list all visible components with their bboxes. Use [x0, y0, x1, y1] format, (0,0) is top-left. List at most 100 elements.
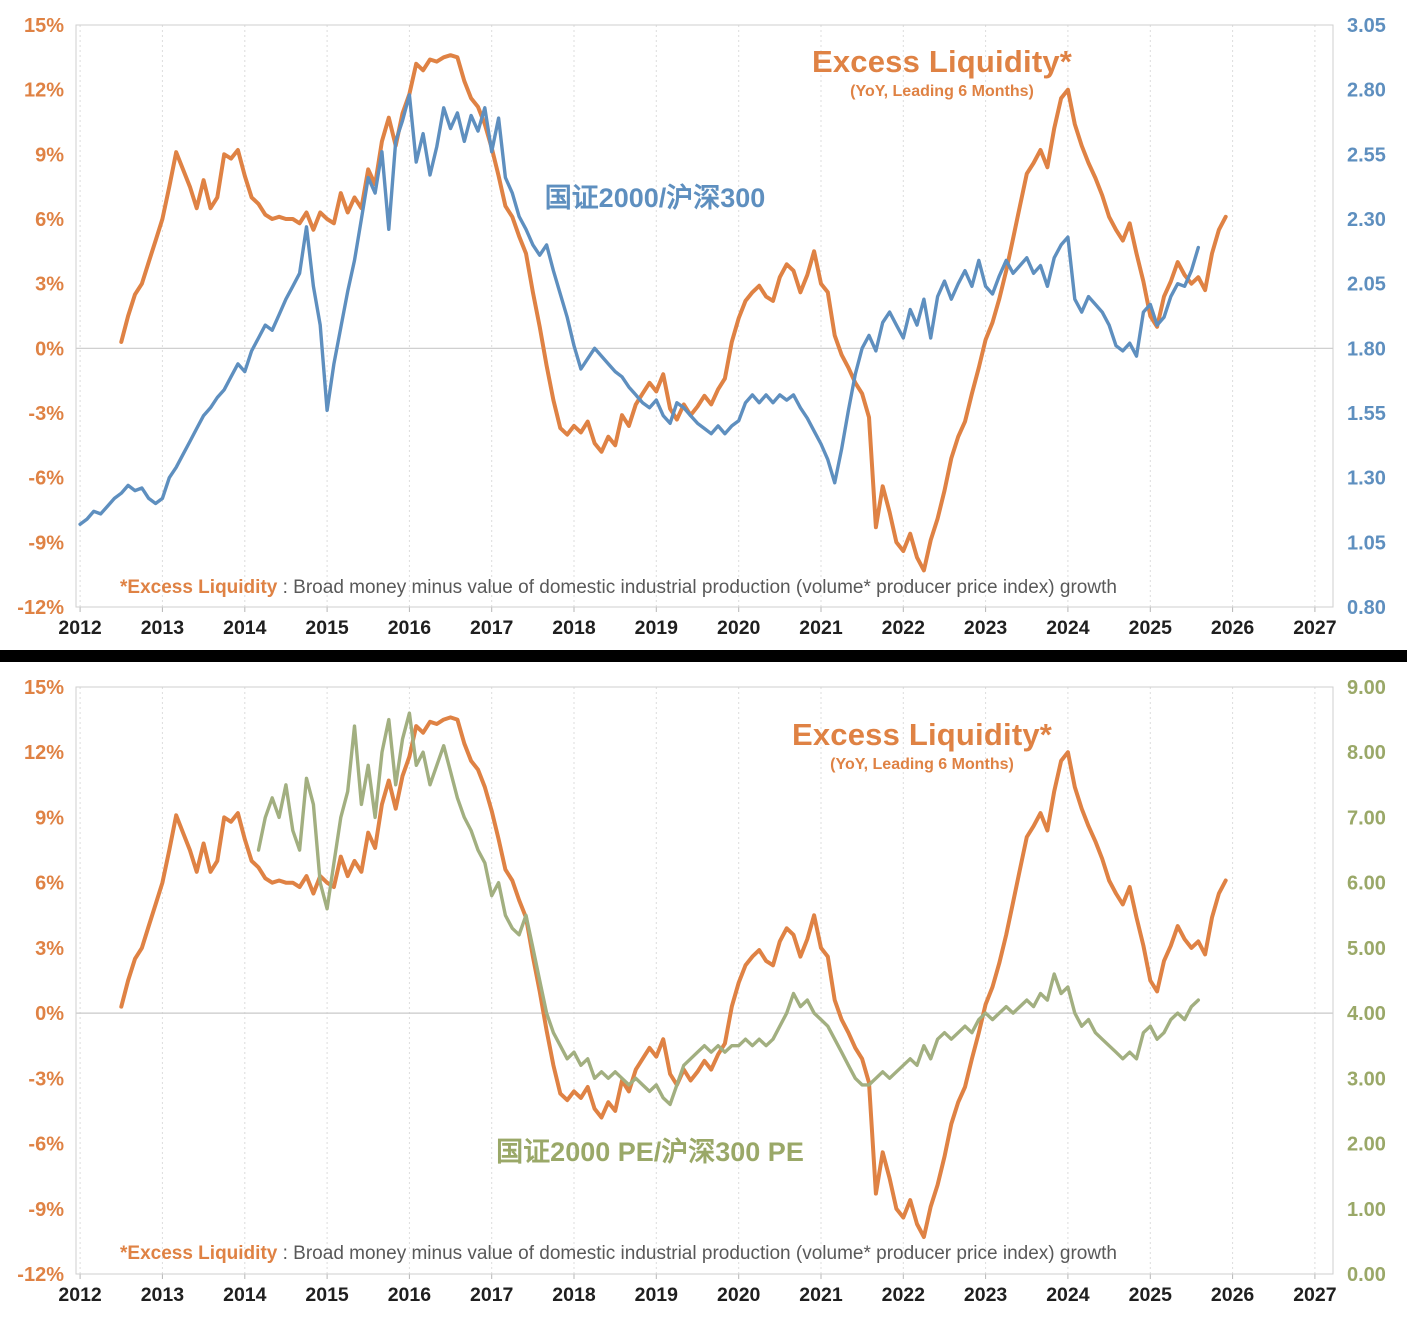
svg-text:2014: 2014: [223, 1284, 267, 1306]
svg-text:1.05: 1.05: [1347, 532, 1386, 554]
svg-text:0%: 0%: [35, 338, 64, 360]
svg-text:2026: 2026: [1211, 1284, 1255, 1306]
svg-text:6.00: 6.00: [1347, 873, 1386, 895]
pe-ratio-series-label: 国证2000 PE/沪深300 PE: [496, 1137, 804, 1167]
svg-text:2018: 2018: [552, 1284, 596, 1306]
svg-text:15%: 15%: [24, 15, 64, 37]
svg-text:0.80: 0.80: [1347, 597, 1386, 619]
svg-text:2015: 2015: [305, 617, 349, 639]
svg-text:2021: 2021: [799, 1284, 843, 1306]
svg-text:-3%: -3%: [28, 403, 64, 425]
price-ratio-panel: 15% 12% 9% 6% 3% 0% -3% -6% -9% -12% 3.05 2.80 2.55 2…: [0, 0, 1407, 650]
excess-liquidity-footnote: *Excess Liquidity : Broad money minus va…: [120, 1243, 1117, 1265]
svg-text:2.55: 2.55: [1347, 144, 1386, 166]
svg-text:2024: 2024: [1046, 1284, 1090, 1306]
excess-liquidity-subtitle: (YoY, Leading 6 Months): [850, 83, 1034, 100]
left-axis-labels: 15% 12% 9% 6% 3% 0% -3% -6% -9% -12%: [17, 677, 64, 1286]
svg-text:7.00: 7.00: [1347, 807, 1386, 829]
svg-text:3%: 3%: [35, 938, 64, 960]
price-ratio-line: [78, 93, 1201, 526]
svg-text:1.55: 1.55: [1347, 403, 1386, 425]
svg-text:2023: 2023: [964, 617, 1008, 639]
svg-text:2.80: 2.80: [1347, 80, 1386, 102]
pe-ratio-line: [256, 711, 1201, 1107]
svg-text:2021: 2021: [799, 617, 843, 639]
svg-text:2012: 2012: [58, 617, 102, 639]
svg-text:3.05: 3.05: [1347, 15, 1386, 37]
right-axis-labels: 9.00 8.00 7.00 6.00 5.00 4.00 3.00 2.00 1.00 0.00: [1347, 677, 1386, 1286]
footnote-highlight: *Excess Liquidity: [120, 1243, 278, 1264]
svg-text:2020: 2020: [717, 617, 761, 639]
svg-text:2018: 2018: [552, 617, 596, 639]
svg-text:9%: 9%: [35, 807, 64, 829]
svg-text:-3%: -3%: [28, 1068, 64, 1090]
excess-liquidity-line: [119, 715, 1228, 1239]
svg-text:2027: 2027: [1293, 1284, 1336, 1306]
svg-text:2020: 2020: [717, 1284, 761, 1306]
svg-text:0.00: 0.00: [1347, 1264, 1386, 1286]
panel-divider: [0, 650, 1407, 662]
svg-text:2014: 2014: [223, 617, 267, 639]
svg-text:2.00: 2.00: [1347, 1134, 1386, 1156]
svg-text:2.30: 2.30: [1347, 209, 1386, 231]
x-axis-labels: 2012 2013 2014 2015 2016 2017 2018 2019 2020 2021…: [58, 617, 1336, 639]
price-ratio-chart: 15% 12% 9% 6% 3% 0% -3% -6% -9% -12% 3.05 2.80 2.55 2…: [17, 15, 1386, 639]
svg-text:15%: 15%: [24, 677, 64, 699]
svg-text:2025: 2025: [1129, 1284, 1173, 1306]
svg-text:2017: 2017: [470, 1284, 513, 1306]
svg-text:1.80: 1.80: [1347, 338, 1386, 360]
svg-text:6%: 6%: [35, 873, 64, 895]
svg-text:3.00: 3.00: [1347, 1068, 1386, 1090]
svg-text:2024: 2024: [1046, 617, 1090, 639]
svg-text:2013: 2013: [141, 1284, 185, 1306]
footnote-highlight: *Excess Liquidity: [120, 577, 278, 598]
left-axis-labels: 15% 12% 9% 6% 3% 0% -3% -6% -9% -12%: [17, 15, 64, 619]
gridlines: [75, 686, 1334, 1279]
x-axis-labels: 2012 2013 2014 2015 2016 2017 2018 2019 2020 2021…: [58, 1284, 1336, 1306]
svg-text:2026: 2026: [1211, 617, 1255, 639]
svg-text:2017: 2017: [470, 617, 513, 639]
svg-text:2022: 2022: [882, 1284, 926, 1306]
pe-ratio-chart: 15% 12% 9% 6% 3% 0% -3% -6% -9% -12% 9.00 8.00 7.00 6…: [17, 677, 1386, 1306]
svg-text:4.00: 4.00: [1347, 1003, 1386, 1025]
pe-ratio-panel: 15% 12% 9% 6% 3% 0% -3% -6% -9% -12% 9.00 8.00 7.00 6…: [0, 662, 1407, 1323]
svg-text:2013: 2013: [141, 617, 185, 639]
svg-text:2015: 2015: [305, 1284, 349, 1306]
svg-text:3%: 3%: [35, 274, 64, 296]
footnote-text: : Broad money minus value of domestic in…: [277, 1243, 1117, 1264]
svg-text:9.00: 9.00: [1347, 677, 1386, 699]
svg-text:2.05: 2.05: [1347, 274, 1386, 296]
svg-text:1.30: 1.30: [1347, 468, 1386, 490]
footnote-text: : Broad money minus value of domestic in…: [277, 577, 1117, 598]
svg-text:2019: 2019: [635, 617, 679, 639]
right-axis-labels: 3.05 2.80 2.55 2.30 2.05 1.80 1.55 1.30 1.05 0.80: [1347, 15, 1386, 619]
svg-text:0%: 0%: [35, 1003, 64, 1025]
excess-liquidity-line: [119, 53, 1228, 573]
svg-text:-12%: -12%: [17, 1264, 64, 1286]
svg-text:-9%: -9%: [28, 1199, 64, 1221]
svg-text:2019: 2019: [635, 1284, 679, 1306]
svg-text:5.00: 5.00: [1347, 938, 1386, 960]
svg-text:-12%: -12%: [17, 597, 64, 619]
svg-text:12%: 12%: [24, 80, 64, 102]
svg-text:2016: 2016: [388, 1284, 432, 1306]
svg-text:2016: 2016: [388, 617, 432, 639]
excess-liquidity-footnote: *Excess Liquidity : Broad money minus va…: [120, 577, 1117, 599]
excess-liquidity-title: Excess Liquidity*: [791, 717, 1053, 752]
price-ratio-series-label: 国证2000/沪深300: [544, 183, 766, 213]
svg-text:-9%: -9%: [28, 532, 64, 554]
svg-text:12%: 12%: [24, 742, 64, 764]
svg-text:-6%: -6%: [28, 468, 64, 490]
svg-text:8.00: 8.00: [1347, 742, 1386, 764]
excess-liquidity-title: Excess Liquidity*: [811, 44, 1073, 79]
gridlines: [75, 24, 1334, 612]
svg-text:2027: 2027: [1293, 617, 1336, 639]
svg-text:1.00: 1.00: [1347, 1199, 1386, 1221]
svg-text:2023: 2023: [964, 1284, 1008, 1306]
svg-text:9%: 9%: [35, 144, 64, 166]
svg-text:6%: 6%: [35, 209, 64, 231]
svg-text:2022: 2022: [882, 617, 926, 639]
excess-liquidity-subtitle: (YoY, Leading 6 Months): [830, 756, 1014, 773]
svg-text:2025: 2025: [1129, 617, 1173, 639]
